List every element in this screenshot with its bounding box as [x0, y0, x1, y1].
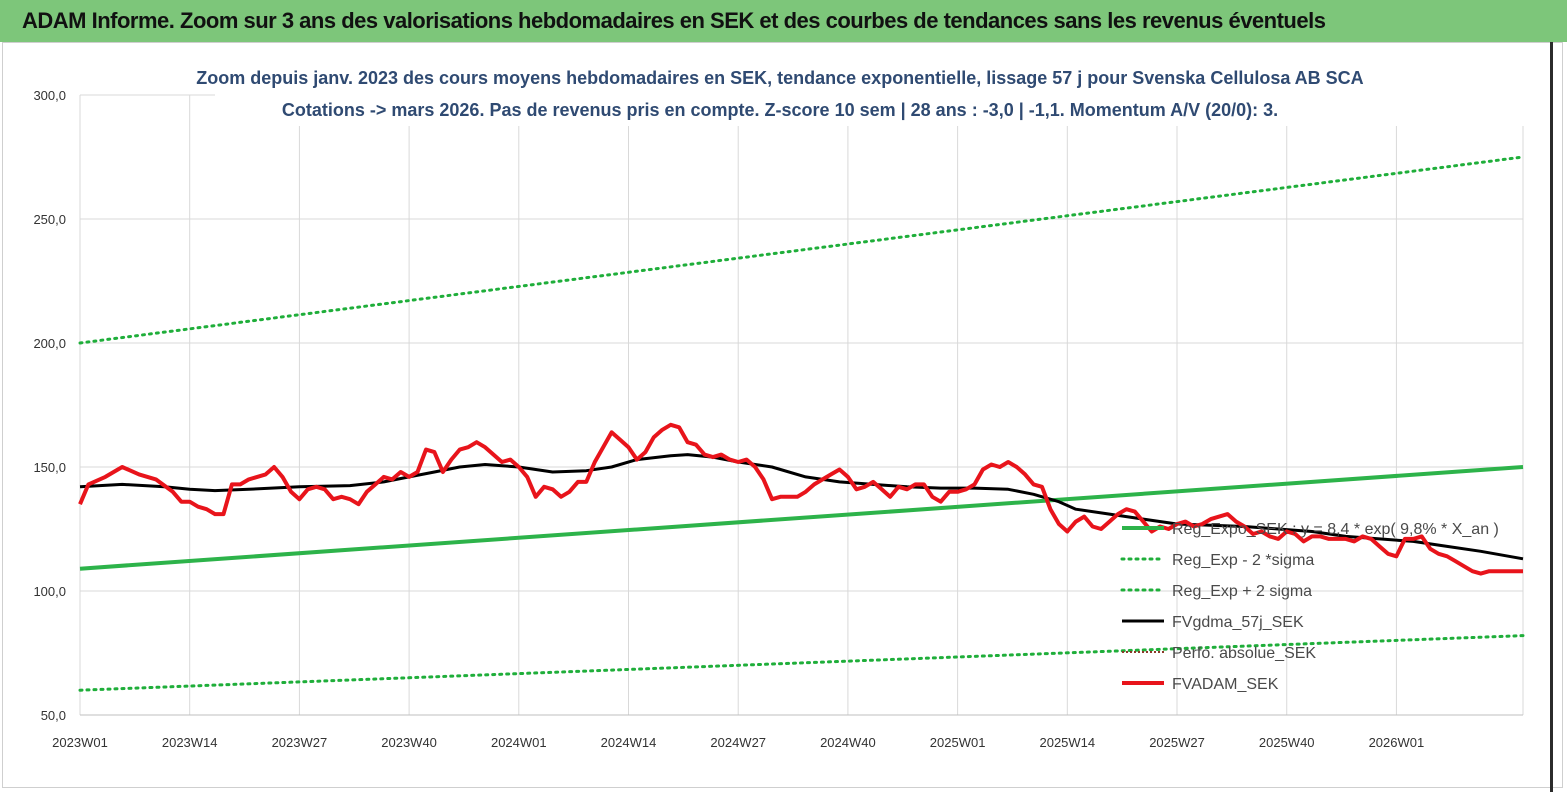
series-line-3: [79, 453, 1524, 561]
x-tick-label: 2026W01: [1369, 735, 1425, 750]
series-line-1: [78, 634, 1525, 692]
legend-label: Perfo. absolue_SEK: [1172, 645, 1316, 662]
chart-legend: Reg_Expo_SEK : y = 8,4 * exp( 9,8% * X_a…: [1120, 521, 1499, 693]
series-layer: [78, 155, 1525, 692]
legend-label: Reg_Expo_SEK : y = 8,4 * exp( 9,8% * X_a…: [1172, 521, 1499, 538]
page-title: ADAM Informe. Zoom sur 3 ans des valoris…: [22, 8, 1326, 33]
x-tick-label: 2025W14: [1039, 735, 1095, 750]
series-line-0: [79, 465, 1524, 571]
series-line-5: [78, 422, 1523, 576]
x-tick-label: 2023W40: [381, 735, 437, 750]
x-tick-label: 2025W01: [930, 735, 986, 750]
frame-edge: [1550, 42, 1553, 792]
x-tick-label: 2025W27: [1149, 735, 1205, 750]
chart-subtitle: Cotations -> mars 2026. Pas de revenus p…: [282, 100, 1278, 120]
grid-lines: [79, 94, 1524, 716]
x-tick-label: 2023W01: [52, 735, 108, 750]
x-tick-label: 2025W40: [1259, 735, 1315, 750]
legend-label: Reg_Exp + 2 sigma: [1172, 583, 1312, 600]
x-tick-label: 2023W27: [272, 735, 328, 750]
legend-label: Reg_Exp - 2 *sigma: [1172, 552, 1314, 569]
y-tick-label: 100,0: [33, 584, 66, 599]
series-line-2: [78, 155, 1525, 345]
x-tick-label: 2023W14: [162, 735, 218, 750]
y-tick-label: 300,0: [33, 88, 66, 103]
title-background: [215, 62, 1525, 126]
x-tick-label: 2024W27: [710, 735, 766, 750]
y-tick-label: 150,0: [33, 460, 66, 475]
legend-label: FVADAM_SEK: [1172, 676, 1279, 693]
header-banner: ADAM Informe. Zoom sur 3 ans des valoris…: [0, 0, 1567, 42]
x-tick-label: 2024W14: [601, 735, 657, 750]
y-axis-ticks: 300,0 250,0 200,0 150,0 100,0 50,0: [33, 88, 66, 723]
x-tick-label: 2024W01: [491, 735, 547, 750]
y-tick-label: 50,0: [41, 708, 66, 723]
y-tick-label: 200,0: [33, 336, 66, 351]
x-tick-label: 2024W40: [820, 735, 876, 750]
x-axis-ticks: 2023W01 2023W14 2023W27 2023W40 2024W01 2024W…: [52, 735, 1424, 750]
chart-title: Zoom depuis janv. 2023 des cours moyens …: [196, 68, 1363, 88]
legend-label: FVgdma_57j_SEK: [1172, 614, 1304, 631]
y-tick-label: 250,0: [33, 212, 66, 227]
